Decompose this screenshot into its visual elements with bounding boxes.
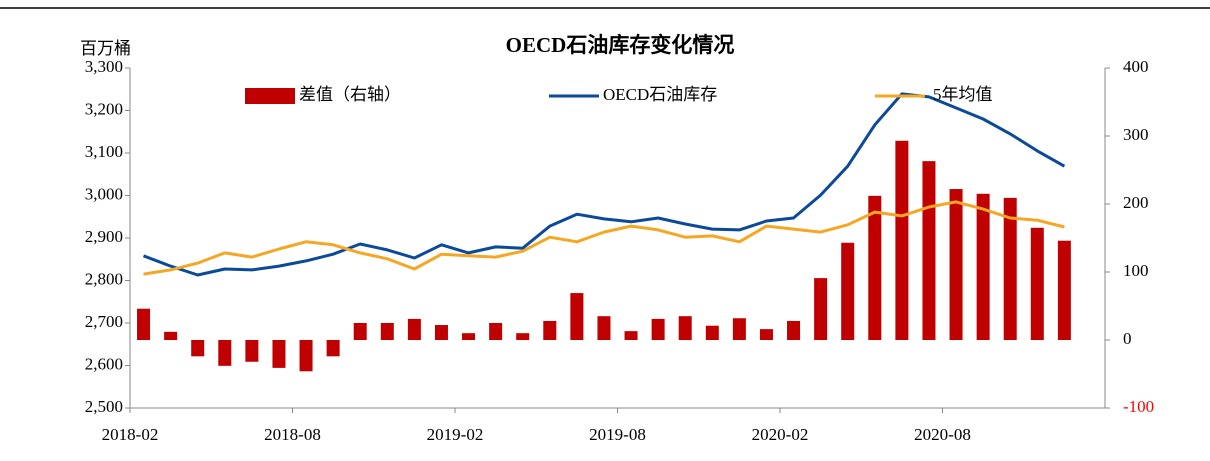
- line: [143, 200, 1065, 276]
- y-tick-label: 2,600: [85, 354, 123, 373]
- y-tick-label: 2,800: [85, 269, 123, 288]
- y2-tick-label: -100: [1123, 397, 1154, 416]
- y-tick-label: 2,900: [85, 227, 123, 246]
- y-tick-label: 2,500: [85, 397, 123, 416]
- bar: [1003, 197, 1017, 340]
- bar: [137, 308, 151, 340]
- bar: [949, 189, 963, 340]
- bar: [543, 320, 557, 340]
- bar: [1030, 227, 1044, 340]
- bar: [245, 340, 259, 362]
- bar: [218, 340, 232, 366]
- y2-tick-label: 200: [1123, 193, 1149, 212]
- bar: [732, 318, 746, 340]
- x-tick-label: 2020-08: [914, 425, 971, 444]
- bar: [705, 325, 719, 340]
- bar: [597, 316, 611, 340]
- bar: [489, 323, 503, 340]
- legend-label: 5年均值: [933, 85, 993, 104]
- x-tick-label: 2018-08: [264, 425, 321, 444]
- bar: [191, 340, 205, 357]
- bar: [272, 340, 286, 368]
- y2-tick-label: 300: [1123, 125, 1149, 144]
- x-tick-label: 2019-08: [589, 425, 646, 444]
- y-tick-label: 2,700: [85, 312, 123, 331]
- bar: [759, 329, 773, 340]
- y-tick-label: 3,200: [85, 99, 123, 118]
- bar: [353, 323, 367, 340]
- bar: [1057, 240, 1071, 340]
- bar: [922, 161, 936, 340]
- y2-tick-label: 100: [1123, 261, 1149, 280]
- bar: [651, 318, 665, 340]
- legend-swatch: [245, 88, 295, 104]
- x-tick-label: 2019-02: [427, 425, 484, 444]
- y-tick-label: 3,000: [85, 184, 123, 203]
- bar: [516, 333, 530, 340]
- bar: [164, 331, 178, 340]
- y2-tick-label: 0: [1123, 329, 1132, 348]
- y-tick-label: 3,100: [85, 142, 123, 161]
- bar: [678, 316, 692, 340]
- bar: [895, 140, 909, 340]
- y-axis-label: 百万桶: [80, 39, 131, 58]
- bar: [787, 320, 801, 340]
- bar: [434, 325, 448, 340]
- bar: [814, 278, 828, 340]
- x-tick-label: 2020-02: [752, 425, 809, 444]
- bar: [380, 323, 394, 340]
- y2-tick-label: 400: [1123, 57, 1149, 76]
- bar: [868, 195, 882, 340]
- x-tick-label: 2018-02: [102, 425, 159, 444]
- bar: [976, 193, 990, 340]
- chart-title: OECD石油库存变化情况: [506, 33, 735, 57]
- bar: [624, 331, 638, 340]
- bar: [462, 333, 476, 340]
- bar: [299, 340, 313, 372]
- bar: [407, 318, 421, 340]
- bar: [570, 293, 584, 340]
- bar: [326, 340, 340, 357]
- legend-label: OECD石油库存: [603, 85, 717, 104]
- legend-label: 差值（右轴）: [299, 85, 401, 104]
- bar: [841, 242, 855, 340]
- y-tick-label: 3,300: [85, 57, 123, 76]
